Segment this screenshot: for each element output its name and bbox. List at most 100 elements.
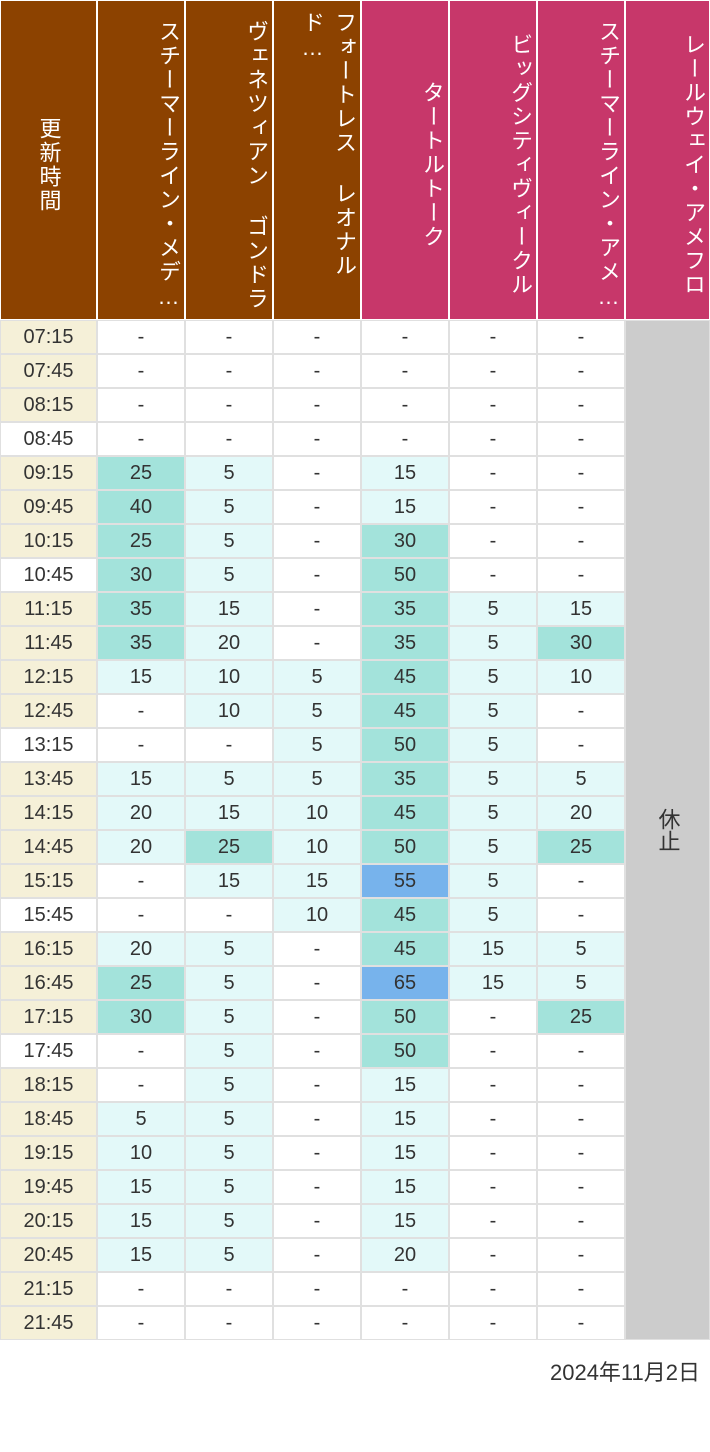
time-cell: 16:45 <box>0 966 97 1000</box>
wait-time-cell: - <box>97 354 185 388</box>
col2-header: ヴェネツィアン ゴンドラ <box>185 0 273 320</box>
wait-time-cell: 25 <box>185 830 273 864</box>
time-cell: 07:15 <box>0 320 97 354</box>
wait-time-cell: - <box>449 1034 537 1068</box>
wait-time-cell: 5 <box>449 694 537 728</box>
wait-time-cell: - <box>449 456 537 490</box>
footer-date: 2024年11月2日 <box>0 1340 710 1402</box>
wait-time-cell: - <box>273 456 361 490</box>
wait-time-cell: - <box>185 898 273 932</box>
wait-time-cell: 45 <box>361 694 449 728</box>
wait-time-cell: - <box>449 422 537 456</box>
wait-time-cell: 50 <box>361 830 449 864</box>
wait-time-cell: 40 <box>97 490 185 524</box>
wait-time-cell: - <box>537 1272 625 1306</box>
wait-time-cell: 50 <box>361 1000 449 1034</box>
time-cell: 19:15 <box>0 1136 97 1170</box>
wait-time-cell: - <box>449 558 537 592</box>
wait-time-cell: 10 <box>273 830 361 864</box>
wait-time-cell: - <box>361 1272 449 1306</box>
time-cell: 20:15 <box>0 1204 97 1238</box>
wait-time-cell: 55 <box>361 864 449 898</box>
wait-time-cell: - <box>449 320 537 354</box>
wait-time-cell: 10 <box>273 796 361 830</box>
time-cell: 14:45 <box>0 830 97 864</box>
wait-time-cell: 15 <box>273 864 361 898</box>
wait-time-cell: - <box>537 728 625 762</box>
wait-time-cell: - <box>273 966 361 1000</box>
wait-time-cell: 5 <box>185 1000 273 1034</box>
wait-time-cell: - <box>361 1306 449 1340</box>
wait-time-cell: 15 <box>185 864 273 898</box>
wait-time-cell: - <box>97 320 185 354</box>
wait-time-cell: - <box>97 1034 185 1068</box>
wait-time-cell: 5 <box>449 796 537 830</box>
wait-time-cell: - <box>449 1204 537 1238</box>
wait-time-cell: - <box>537 388 625 422</box>
wait-time-cell: 15 <box>361 1068 449 1102</box>
wait-time-cell: 5 <box>537 932 625 966</box>
wait-time-cell: - <box>273 1204 361 1238</box>
wait-time-cell: - <box>449 490 537 524</box>
time-cell: 21:15 <box>0 1272 97 1306</box>
wait-time-cell: - <box>273 524 361 558</box>
wait-time-cell: 15 <box>97 1204 185 1238</box>
wait-time-cell: 25 <box>537 1000 625 1034</box>
wait-time-cell: 35 <box>97 626 185 660</box>
wait-time-cell: - <box>537 1068 625 1102</box>
wait-time-cell: - <box>185 320 273 354</box>
wait-time-cell: 5 <box>185 490 273 524</box>
wait-time-cell: 5 <box>185 1238 273 1272</box>
time-cell: 11:45 <box>0 626 97 660</box>
wait-time-cell: 15 <box>361 1102 449 1136</box>
time-cell: 13:45 <box>0 762 97 796</box>
time-header: 更新時間 <box>0 0 97 320</box>
wait-time-cell: - <box>537 490 625 524</box>
wait-time-cell: 15 <box>449 932 537 966</box>
wait-time-cell: - <box>185 422 273 456</box>
wait-time-cell: - <box>97 898 185 932</box>
wait-time-cell: - <box>273 1068 361 1102</box>
wait-time-cell: 15 <box>361 490 449 524</box>
wait-time-cell: - <box>449 1102 537 1136</box>
wait-time-cell: - <box>273 1102 361 1136</box>
wait-time-cell: 5 <box>537 762 625 796</box>
wait-time-cell: - <box>537 898 625 932</box>
wait-time-cell: - <box>273 388 361 422</box>
wait-time-cell: - <box>97 422 185 456</box>
wait-time-cell: - <box>97 1306 185 1340</box>
wait-time-cell: 45 <box>361 796 449 830</box>
wait-time-cell: 20 <box>97 796 185 830</box>
wait-time-cell: - <box>537 320 625 354</box>
attraction-column-7: レールウェイ・アメフロ 休止 <box>625 0 710 1340</box>
wait-time-cell: - <box>449 1272 537 1306</box>
wait-time-cell: - <box>449 1000 537 1034</box>
wait-time-cell: - <box>273 558 361 592</box>
wait-time-cell: 5 <box>273 694 361 728</box>
wait-time-cell: - <box>537 456 625 490</box>
wait-time-cell: - <box>97 1272 185 1306</box>
wait-time-cell: 20 <box>97 932 185 966</box>
wait-time-cell: - <box>449 1068 537 1102</box>
wait-time-cell: - <box>449 1306 537 1340</box>
wait-time-cell: 5 <box>185 1102 273 1136</box>
wait-time-cell: 25 <box>97 524 185 558</box>
wait-time-cell: 5 <box>185 456 273 490</box>
wait-time-cell: - <box>449 388 537 422</box>
time-cell: 14:15 <box>0 796 97 830</box>
wait-time-cell: - <box>97 694 185 728</box>
wait-time-cell: 15 <box>97 660 185 694</box>
wait-time-cell: 5 <box>537 966 625 1000</box>
wait-time-cell: 20 <box>185 626 273 660</box>
time-cell: 15:15 <box>0 864 97 898</box>
wait-time-cell: 5 <box>97 1102 185 1136</box>
time-cell: 17:15 <box>0 1000 97 1034</box>
wait-time-cell: 5 <box>185 1170 273 1204</box>
wait-time-cell: 5 <box>449 728 537 762</box>
wait-time-cell: - <box>537 1306 625 1340</box>
closed-indicator: 休止 <box>625 320 710 1340</box>
attraction-column-1: スチーマーライン・メデ… ----25402530353515--152020-… <box>97 0 185 1340</box>
time-cell: 07:45 <box>0 354 97 388</box>
wait-time-cell: - <box>449 354 537 388</box>
wait-time-cell: 35 <box>361 762 449 796</box>
